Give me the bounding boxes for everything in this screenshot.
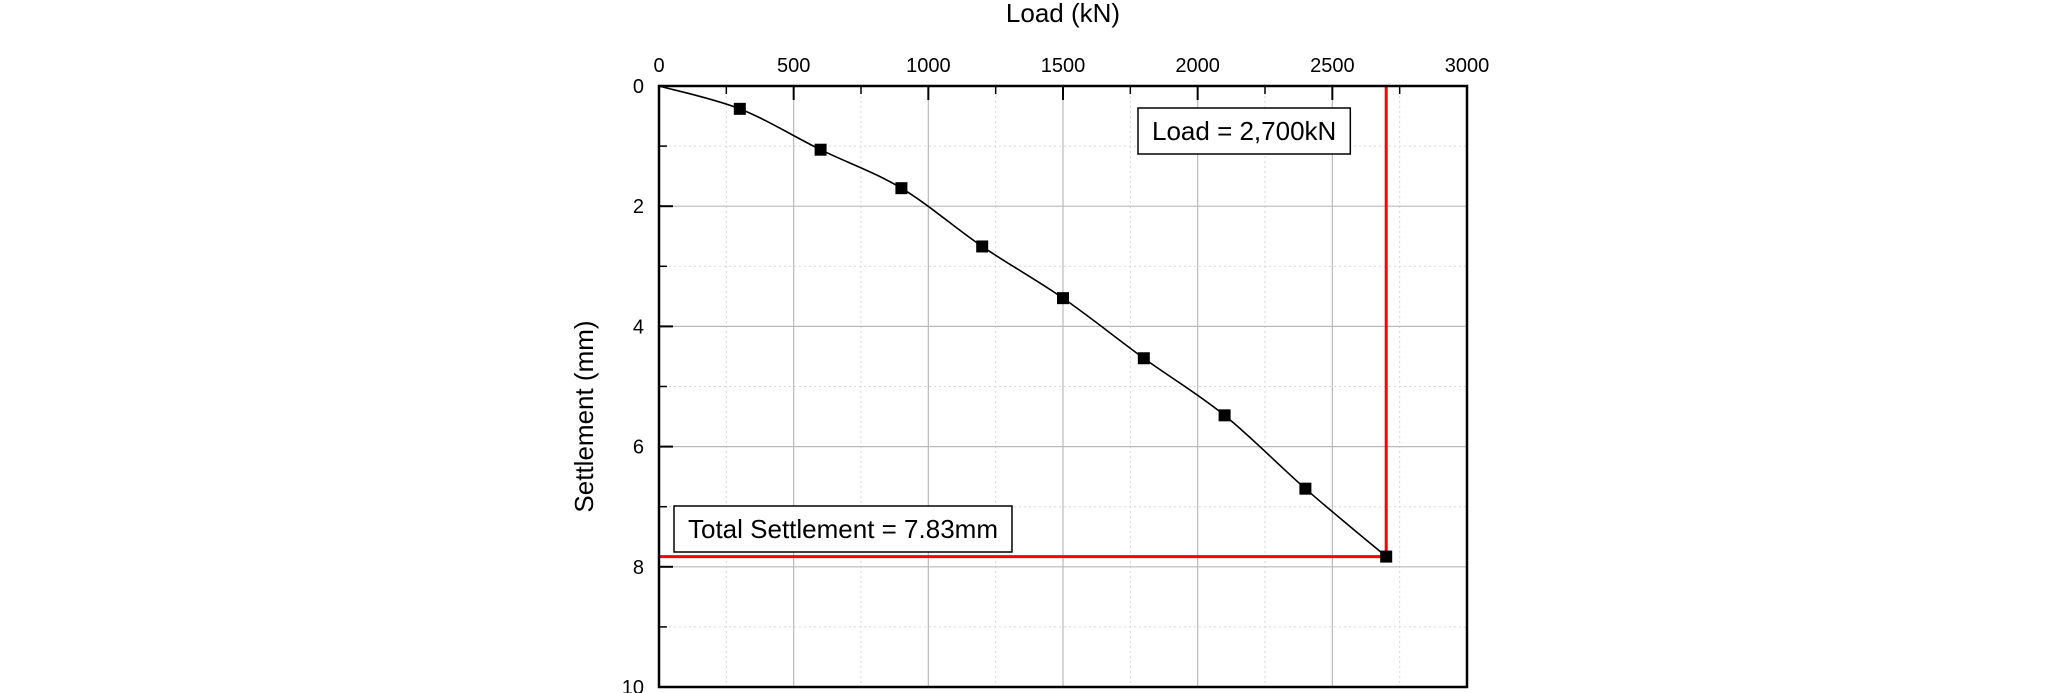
y-axis-title: Settlement (mm) — [569, 320, 599, 512]
settlement-annotation-box — [673, 505, 1013, 553]
data-point — [1380, 550, 1393, 563]
y-tick-labels: 0 2 4 6 8 10 — [622, 76, 644, 693]
x-tick-label: 2500 — [1310, 55, 1355, 77]
y-tick-label: 2 — [633, 196, 644, 218]
data-point — [733, 102, 746, 115]
x-axis-title: Load (kN) — [1006, 0, 1120, 28]
data-point — [976, 240, 989, 253]
load-annotation-text: Load = 2,700kN — [1152, 116, 1336, 146]
data-point — [1299, 482, 1312, 495]
series-curve — [658, 85, 1387, 558]
x-tick-label: 0 — [653, 55, 664, 77]
x-tick-label: 2000 — [1175, 55, 1220, 77]
x-tick-label: 1500 — [1041, 55, 1086, 77]
x-tick-labels: 0 500 1000 1500 2000 2500 3000 — [653, 55, 1489, 77]
y-tick-label: 10 — [622, 677, 644, 693]
load-annotation-box — [1137, 107, 1352, 155]
data-point — [1057, 292, 1069, 305]
x-tick-label: 1000 — [906, 55, 951, 77]
data-point — [814, 143, 827, 156]
data-points — [733, 102, 1393, 563]
reference-lines — [659, 86, 1388, 559]
data-point — [1218, 409, 1231, 422]
y-tick-label: 4 — [633, 316, 644, 338]
major-grid — [659, 86, 1467, 687]
y-tick-label: 6 — [633, 437, 644, 459]
load-annotation: Load = 2,700kN — [1137, 107, 1352, 155]
settlement-annotation-text: Total Settlement = 7.83mm — [688, 514, 998, 544]
axis-ticks — [658, 85, 1468, 688]
data-point — [895, 182, 908, 195]
y-tick-label: 8 — [633, 557, 644, 579]
x-tick-label: 500 — [777, 55, 810, 77]
x-tick-label: 3000 — [1445, 55, 1490, 77]
data-point — [1137, 352, 1150, 365]
fit-curve-layer — [658, 85, 1387, 558]
settlement-annotation: Total Settlement = 7.83mm — [673, 505, 1013, 553]
minor-grid — [659, 86, 1467, 687]
y-tick-label: 0 — [633, 76, 644, 98]
